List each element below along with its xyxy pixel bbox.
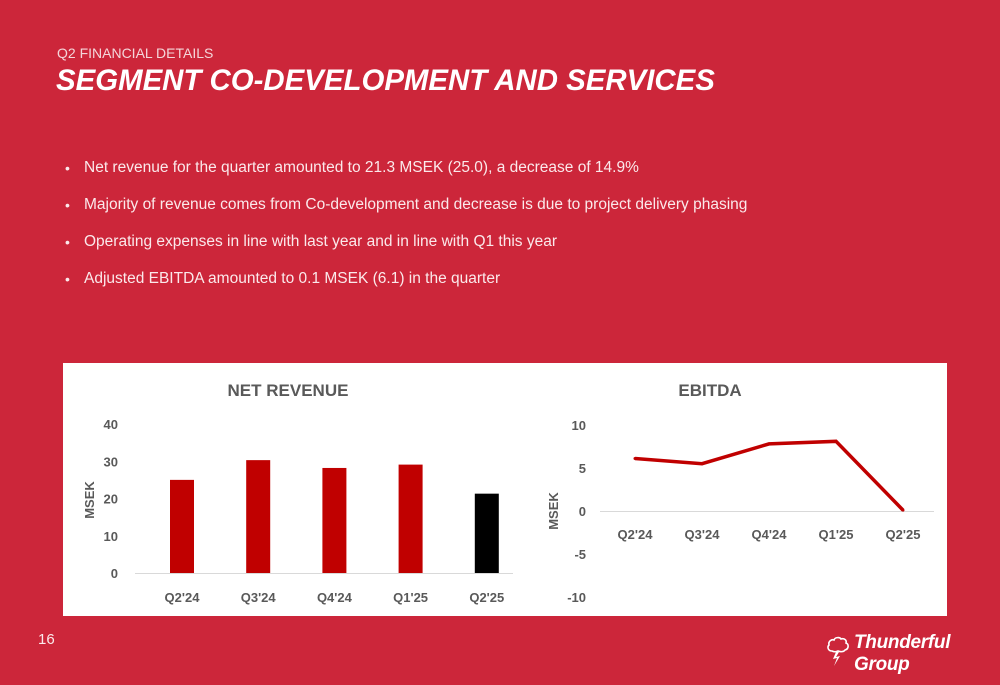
ebitda-y-axis-label: MSEK <box>546 492 561 530</box>
ebitda-title: EBITDA <box>678 381 741 400</box>
net-revenue-bar <box>170 479 194 573</box>
ebitda-y-tick-label: 5 <box>579 461 586 476</box>
net-revenue-y-axis-label: MSEK <box>82 481 97 519</box>
net-revenue-y-tick-label: 0 <box>111 566 118 581</box>
chart-panel: NET REVENUE MSEK 0 10 20 30 40 Q2'24 Q3'24 Q4'… <box>63 363 947 616</box>
bullet-item: Majority of revenue comes from Co-develo… <box>60 194 747 231</box>
ebitda-y-tick-label: -10 <box>567 590 586 605</box>
net-revenue-bar <box>474 493 499 573</box>
page-number: 16 <box>38 631 55 648</box>
net-revenue-y-tick-label: 20 <box>104 492 118 507</box>
net-revenue-x-tick-label: Q2'25 <box>469 590 504 605</box>
net-revenue-y-tick-label: 30 <box>104 454 118 469</box>
ebitda-y-tick-label: -5 <box>574 547 586 562</box>
net-revenue-x-tick-label: Q3'24 <box>241 590 277 605</box>
ebitda-x-tick-label: Q2'24 <box>618 527 654 542</box>
ebitda-data-point <box>834 439 838 443</box>
ebitda-data-point <box>901 508 905 512</box>
ebitda-x-tick-label: Q4'24 <box>752 527 788 542</box>
net-revenue-x-tick-label: Q2'24 <box>165 590 201 605</box>
ebitda-data-point <box>767 442 771 446</box>
ebitda-y-tick-label: 10 <box>572 418 586 433</box>
ebitda-x-tick-label: Q2'25 <box>886 527 921 542</box>
net-revenue-y-tick-label: 40 <box>104 417 118 432</box>
ebitda-series-line <box>634 439 905 512</box>
ebitda-y-tick-label: 0 <box>579 504 586 519</box>
net-revenue-x-tick-label: Q1'25 <box>393 590 428 605</box>
bullet-item: Net revenue for the quarter amounted to … <box>60 157 747 194</box>
net-revenue-bar <box>246 460 271 573</box>
bullet-list: Net revenue for the quarter amounted to … <box>60 157 747 305</box>
net-revenue-title: NET REVENUE <box>228 381 349 400</box>
net-revenue-x-tick-label: Q4'24 <box>317 590 353 605</box>
net-revenue-bar <box>398 464 423 573</box>
logo-text: Thunderful Group <box>854 632 951 675</box>
net-revenue-y-tick-label: 10 <box>104 529 118 544</box>
ebitda-x-tick-label: Q1'25 <box>819 527 854 542</box>
ebitda-chart: EBITDA MSEK -10 -5 0 5 10 Q2'24 Q3'24 Q4'24 Q1'… <box>546 381 934 605</box>
company-logo: Thunderful Group <box>826 632 1000 676</box>
net-revenue-bar <box>322 467 347 573</box>
ebitda-x-tick-label: Q3'24 <box>685 527 721 542</box>
bullet-item: Adjusted EBITDA amounted to 0.1 MSEK (6.… <box>60 268 747 305</box>
charts-svg: NET REVENUE MSEK 0 10 20 30 40 Q2'24 Q3'24 Q4'… <box>82 381 934 605</box>
kicker: Q2 FINANCIAL DETAILS <box>57 45 214 61</box>
page-title: SEGMENT CO-DEVELOPMENT AND SERVICES <box>56 64 715 97</box>
ebitda-data-point <box>700 462 704 466</box>
ebitda-data-point <box>633 457 637 461</box>
net-revenue-chart: NET REVENUE MSEK 0 10 20 30 40 Q2'24 Q3'24 Q4'… <box>82 381 513 605</box>
bullet-item: Operating expenses in line with last yea… <box>60 231 747 268</box>
cloud-lightning-icon <box>826 636 850 673</box>
